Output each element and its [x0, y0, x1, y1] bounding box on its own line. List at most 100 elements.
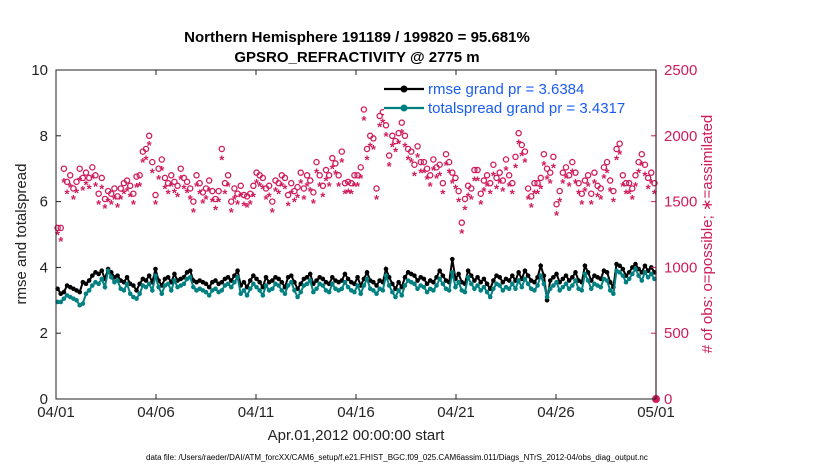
obs-possible-point	[616, 140, 623, 147]
rmse-point	[402, 274, 408, 280]
totalspread-point	[251, 281, 256, 287]
totalspread-point	[588, 286, 594, 292]
totalspread-point	[96, 281, 101, 287]
obs-assimilated-point: *	[570, 166, 576, 181]
rmse-point	[510, 273, 515, 278]
totalspread-point	[146, 281, 152, 287]
rmse-point	[345, 276, 351, 282]
totalspread-point	[191, 284, 196, 290]
totalspread-point	[399, 293, 405, 298]
rmse-point	[383, 266, 389, 272]
obs-possible-point	[341, 179, 349, 187]
obs-possible-point	[228, 198, 235, 205]
rmse-point	[86, 278, 92, 283]
totalspread-point	[232, 279, 237, 285]
rmse-point	[225, 274, 231, 280]
rmse-point	[96, 271, 101, 277]
obs-assimilated-point: *	[106, 195, 112, 210]
obs-assimilated-point: *	[276, 187, 282, 202]
obs-possible-point	[168, 172, 175, 179]
obs-assimilated-point: *	[503, 163, 509, 178]
obs-assimilated-point: *	[396, 137, 402, 152]
obs-assimilated-point: *	[65, 187, 71, 202]
obs-possible-point	[518, 141, 526, 149]
rmse-point	[61, 289, 67, 295]
totalspread-point	[355, 283, 360, 288]
obs-assimilated-point: *	[143, 152, 149, 167]
totalspread-point	[481, 284, 487, 290]
obs-possible-point	[641, 161, 649, 169]
obs-possible-point	[202, 185, 210, 192]
obs-assimilated-point: *	[352, 179, 358, 194]
totalspread-point	[105, 268, 111, 273]
obs-possible-point	[423, 165, 431, 172]
obs-assimilated-point: *	[308, 184, 314, 199]
totalspread-point	[364, 276, 370, 282]
obs-possible-point	[490, 161, 497, 169]
obs-possible-point	[562, 164, 570, 171]
obs-possible-point	[92, 172, 99, 179]
obs-assimilated-point: *	[510, 187, 516, 202]
obs-possible-point	[335, 172, 342, 179]
obs-assimilated-point: *	[440, 187, 446, 202]
rmse-point	[77, 289, 82, 295]
totalspread-point	[465, 274, 471, 280]
rmse-point	[604, 270, 610, 275]
obs-possible-point	[439, 179, 447, 187]
rmse-point	[131, 283, 136, 288]
obs-possible-point	[164, 179, 172, 187]
obs-assimilated-point: *	[494, 181, 500, 196]
totalspread-point	[412, 281, 417, 287]
obs-assimilated-point: *	[639, 158, 645, 173]
rmse-point	[203, 281, 209, 287]
obs-assimilated-point: *	[273, 184, 279, 199]
x-tick-label: 04/11	[238, 404, 274, 421]
totalspread-point	[137, 291, 142, 297]
obs-possible-point	[414, 143, 421, 150]
obs-possible-point	[180, 174, 188, 182]
obs-assimilated-point: *	[390, 139, 396, 154]
obs-possible-point	[486, 179, 494, 187]
obs-possible-point	[471, 166, 478, 174]
obs-possible-point	[275, 179, 282, 187]
obs-possible-point	[221, 179, 229, 187]
obs-possible-point	[644, 174, 652, 182]
totalspread-point	[396, 288, 401, 293]
chart-title-line2: GPSRO_REFRACTIVITY @ 2775 m	[234, 49, 479, 66]
totalspread-point	[620, 273, 626, 278]
obs-possible-point	[600, 164, 608, 171]
obs-assimilated-point: *	[257, 179, 263, 194]
totalspread-point	[516, 278, 521, 283]
obs-possible-point	[521, 148, 529, 155]
totalspread-point	[121, 288, 127, 293]
obs-possible-point	[430, 156, 437, 163]
obs-possible-point	[344, 178, 352, 186]
totalspread-point	[431, 288, 436, 293]
obs-assimilated-point: *	[55, 228, 61, 243]
totalspread-point	[563, 281, 569, 287]
obs-possible-point	[171, 178, 178, 186]
obs-possible-point	[553, 200, 560, 208]
totalspread-point	[307, 278, 313, 283]
totalspread-point	[311, 289, 316, 295]
legend-rmse-label: rmse grand pr = 3.6384	[428, 81, 584, 98]
totalspread-point	[279, 288, 285, 293]
obs-assimilated-point: *	[380, 116, 386, 131]
obs-assimilated-point: *	[93, 179, 99, 194]
obs-possible-point	[60, 165, 68, 172]
obs-assimilated-point: *	[156, 172, 162, 187]
obs-possible-point	[193, 172, 200, 179]
totalspread-point	[513, 286, 518, 292]
obs-assimilated-point: *	[374, 192, 380, 207]
totalspread-point	[519, 284, 525, 290]
obs-possible-point	[209, 187, 216, 195]
obs-assimilated-point: *	[162, 181, 168, 196]
obs-assimilated-point: *	[532, 187, 538, 202]
obs-assimilated-point: *	[614, 152, 620, 167]
obs-possible-point	[85, 174, 93, 182]
legend-spread-marker	[400, 104, 408, 112]
obs-possible-point	[199, 189, 207, 196]
y-right-tick-label: 500	[664, 325, 689, 342]
obs-assimilated-point: *	[102, 201, 108, 216]
